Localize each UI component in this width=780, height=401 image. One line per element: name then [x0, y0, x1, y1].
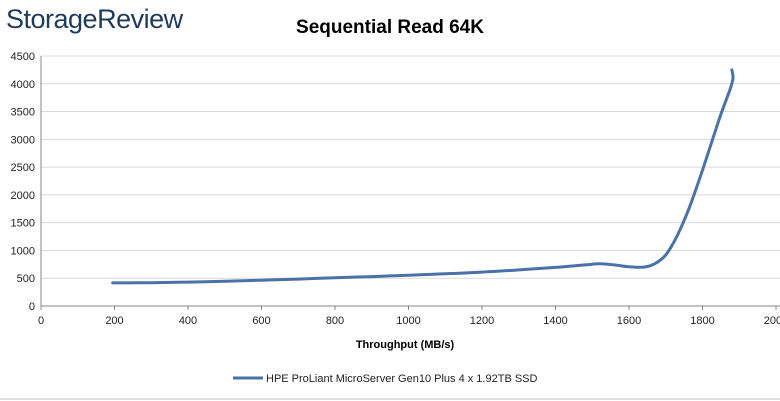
axes — [40, 56, 780, 310]
x-tick-label: 200 — [105, 315, 123, 327]
x-tick-label: 0 — [38, 315, 44, 327]
x-tick-label: 800 — [326, 315, 344, 327]
chart-title: Sequential Read 64K — [296, 17, 484, 38]
y-tick-label: 1500 — [11, 218, 35, 230]
x-tick-label: 1000 — [396, 315, 420, 327]
x-axis-ticks: 0 200 400 600 800 1000 1200 1400 1600 1800 2000 — [38, 315, 780, 327]
y-axis-ticks: 0 500 1000 1500 2000 2500 3000 3500 4000 4500 — [11, 51, 35, 313]
x-axis-label: Throughput (MB/s) — [356, 339, 455, 351]
x-tick-label: 1200 — [470, 315, 494, 327]
y-tick-label: 3500 — [11, 107, 35, 119]
y-tick-label: 500 — [17, 273, 35, 285]
x-tick-label: 2000 — [764, 315, 780, 327]
x-tick-label: 400 — [179, 315, 197, 327]
series-line — [111, 68, 735, 285]
y-tick-label: 3000 — [11, 134, 35, 146]
y-tick-label: 2000 — [11, 190, 35, 202]
x-tick-label: 600 — [252, 315, 270, 327]
x-tick-label: 1400 — [543, 315, 567, 327]
series-group — [111, 68, 735, 285]
x-tick-label: 1600 — [617, 315, 641, 327]
y-tick-label: 2500 — [11, 162, 35, 174]
y-tick-label: 4500 — [11, 51, 35, 63]
legend: HPE ProLiant MicroServer Gen10 Plus 4 x … — [233, 373, 538, 385]
x-tick-label: 1800 — [690, 315, 714, 327]
storagereview-logo: StorageReview — [6, 4, 183, 34]
y-tick-label: 4000 — [11, 79, 35, 91]
legend-label: HPE ProLiant MicroServer Gen10 Plus 4 x … — [266, 373, 538, 385]
y-tick-label: 0 — [29, 301, 35, 313]
y-tick-label: 1000 — [11, 245, 35, 257]
gridlines — [41, 55, 780, 279]
